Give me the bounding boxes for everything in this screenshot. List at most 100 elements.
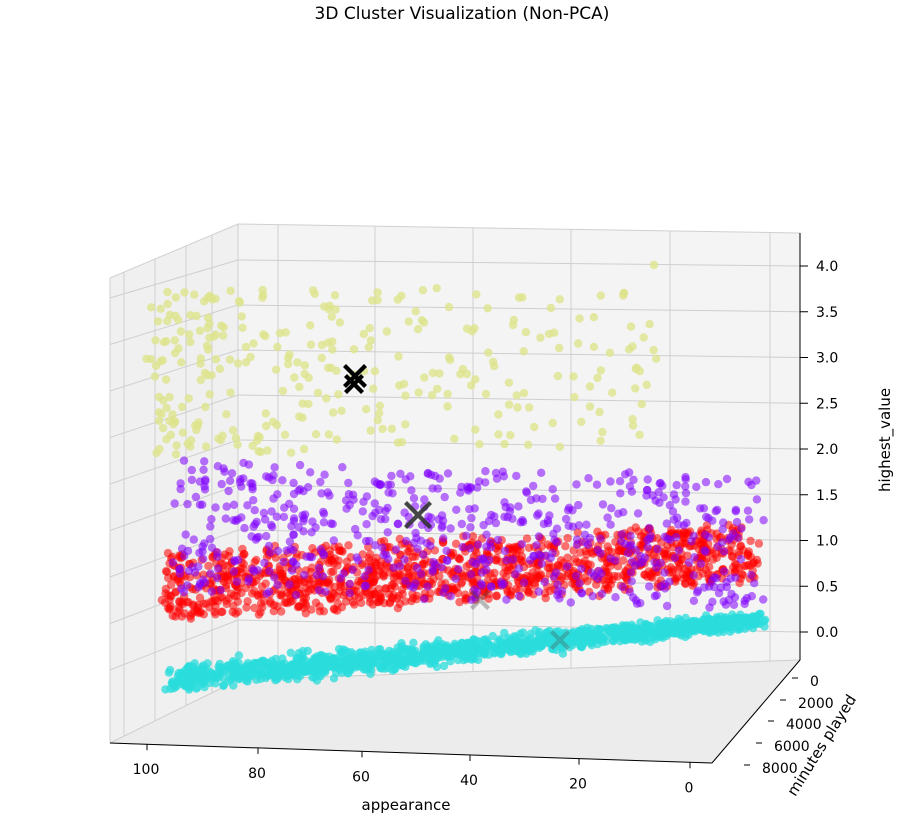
data-point [760, 622, 769, 631]
data-point [179, 587, 188, 597]
data-point [672, 480, 681, 490]
data-point [231, 433, 241, 443]
data-point [368, 511, 377, 521]
data-point [696, 559, 706, 568]
data-point [524, 543, 534, 552]
data-point [547, 632, 556, 641]
data-point [606, 520, 615, 529]
data-point [250, 506, 259, 515]
data-point [183, 499, 192, 509]
data-point [285, 537, 295, 546]
data-point [240, 523, 249, 533]
data-point [200, 368, 210, 378]
data-point [305, 659, 314, 669]
data-point [298, 666, 307, 675]
data-point [515, 645, 524, 654]
data-point [572, 540, 582, 549]
data-point [165, 665, 175, 675]
data-point [186, 337, 195, 347]
data-point [448, 583, 457, 592]
data-point [231, 609, 240, 618]
data-point [177, 358, 186, 367]
data-point [233, 440, 242, 449]
data-point [693, 624, 702, 633]
data-point [610, 571, 619, 581]
data-point [719, 518, 728, 527]
data-point [626, 322, 636, 331]
data-point [213, 597, 223, 606]
data-point [540, 577, 549, 587]
data-point [319, 518, 329, 527]
data-point [171, 293, 180, 302]
data-point [407, 486, 416, 495]
data-point [163, 287, 172, 297]
z-axis-label: highest_value [876, 388, 895, 492]
data-point [412, 563, 422, 573]
data-point [237, 312, 246, 321]
data-point [204, 561, 213, 571]
data-point [252, 533, 262, 542]
centroid-marker [344, 374, 364, 394]
data-point [272, 420, 282, 430]
data-point [250, 557, 259, 567]
data-point [729, 600, 739, 609]
data-point [623, 549, 633, 558]
data-point [199, 465, 208, 474]
data-point [413, 325, 423, 334]
data-point [656, 558, 665, 568]
data-point [203, 345, 213, 354]
data-point [565, 637, 575, 646]
data-point [328, 408, 338, 417]
data-point [393, 295, 402, 304]
data-point [443, 402, 452, 411]
data-point [635, 430, 644, 440]
data-point [295, 485, 305, 494]
data-point [194, 418, 203, 427]
data-point [314, 563, 324, 573]
data-point [418, 286, 428, 295]
data-point [643, 475, 652, 484]
data-point [515, 585, 524, 595]
data-point [229, 567, 239, 576]
data-point [745, 515, 754, 524]
x-tick-label: 40 [460, 773, 478, 789]
data-point [290, 373, 299, 382]
data-point [211, 503, 220, 512]
data-point [655, 623, 664, 633]
data-point [295, 460, 305, 470]
data-point [700, 583, 709, 592]
data-point [531, 626, 540, 635]
data-point [249, 339, 258, 348]
data-point [713, 542, 723, 551]
data-point [266, 597, 275, 606]
data-point [364, 343, 373, 352]
data-point [674, 546, 683, 555]
data-point [294, 523, 303, 532]
data-point [471, 425, 480, 434]
data-point [200, 457, 209, 466]
data-point [184, 674, 194, 684]
data-point [552, 524, 562, 533]
data-point [230, 665, 239, 674]
data-point [742, 593, 752, 603]
data-point [633, 509, 643, 518]
data-point [317, 489, 326, 498]
data-point [433, 384, 442, 394]
data-point [574, 628, 583, 637]
data-point [537, 468, 546, 477]
data-point [185, 330, 194, 339]
data-point [596, 366, 606, 375]
data-point [264, 661, 274, 670]
data-point [500, 439, 509, 449]
data-point [335, 665, 344, 674]
data-point [575, 314, 584, 323]
data-point [446, 592, 455, 601]
data-point [359, 329, 368, 339]
data-point [261, 421, 271, 431]
data-point [580, 538, 590, 547]
data-point [714, 588, 724, 598]
data-point [319, 507, 328, 517]
data-point [759, 595, 768, 604]
data-point [728, 610, 737, 619]
